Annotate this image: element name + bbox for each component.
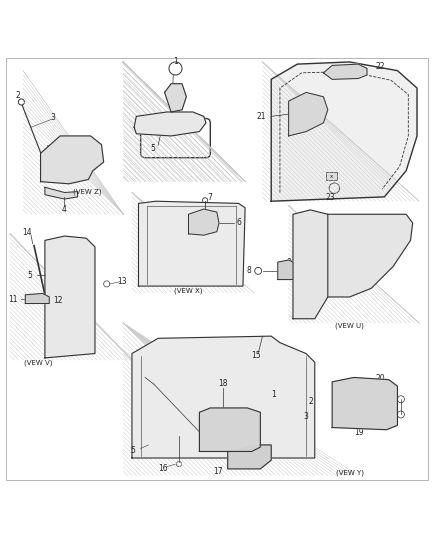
Polygon shape [199,408,260,451]
Polygon shape [45,236,95,358]
Polygon shape [165,84,186,112]
Text: 9: 9 [286,257,291,266]
Text: 1: 1 [173,58,178,67]
Text: 2: 2 [308,397,313,406]
Bar [56,285,78,289]
Text: 5: 5 [28,271,33,280]
Bar [56,293,78,301]
Text: 6: 6 [236,219,241,228]
Polygon shape [332,377,397,430]
Polygon shape [323,64,367,79]
Text: 5: 5 [131,446,135,455]
Text: 14: 14 [22,228,32,237]
FancyBboxPatch shape [141,118,210,158]
Text: (VEW X): (VEW X) [174,288,203,294]
Text: 4: 4 [62,205,67,214]
Text: 23: 23 [325,193,335,202]
Polygon shape [278,260,293,279]
Polygon shape [328,214,413,297]
Text: 3: 3 [50,112,55,122]
Text: 20: 20 [375,374,385,383]
Polygon shape [289,92,328,136]
Text: 18: 18 [219,378,228,387]
Bar [47,144,64,173]
Text: 7: 7 [207,193,212,202]
Text: (VEW U): (VEW U) [335,322,364,328]
Text: 1: 1 [271,390,276,399]
Text: 11: 11 [8,295,18,304]
Polygon shape [271,62,417,201]
Text: 21: 21 [257,112,266,121]
Bar [56,305,78,314]
Text: (VEW V): (VEW V) [24,360,53,366]
Text: (VEW Z): (VEW Z) [73,188,102,195]
Bar [53,286,81,319]
Text: 2: 2 [16,91,20,100]
Polygon shape [293,210,328,319]
Text: 3: 3 [304,412,308,421]
Text: x: x [330,174,333,179]
Text: 5: 5 [150,144,155,154]
Polygon shape [188,209,219,235]
Polygon shape [134,112,206,136]
Text: 16: 16 [159,464,168,473]
Polygon shape [45,187,78,199]
Text: 15: 15 [251,351,261,360]
Text: 8: 8 [247,266,252,276]
Text: 19: 19 [354,428,364,437]
Text: 22: 22 [375,62,385,71]
Text: (VEW Y): (VEW Y) [336,470,364,477]
Text: 13: 13 [117,277,127,286]
Polygon shape [25,294,49,303]
Polygon shape [138,201,245,286]
Bar [325,173,336,180]
Polygon shape [228,445,271,469]
Bar [167,384,193,410]
Polygon shape [41,136,104,184]
Text: 17: 17 [213,467,223,477]
Polygon shape [132,336,315,458]
Text: 12: 12 [53,296,63,305]
